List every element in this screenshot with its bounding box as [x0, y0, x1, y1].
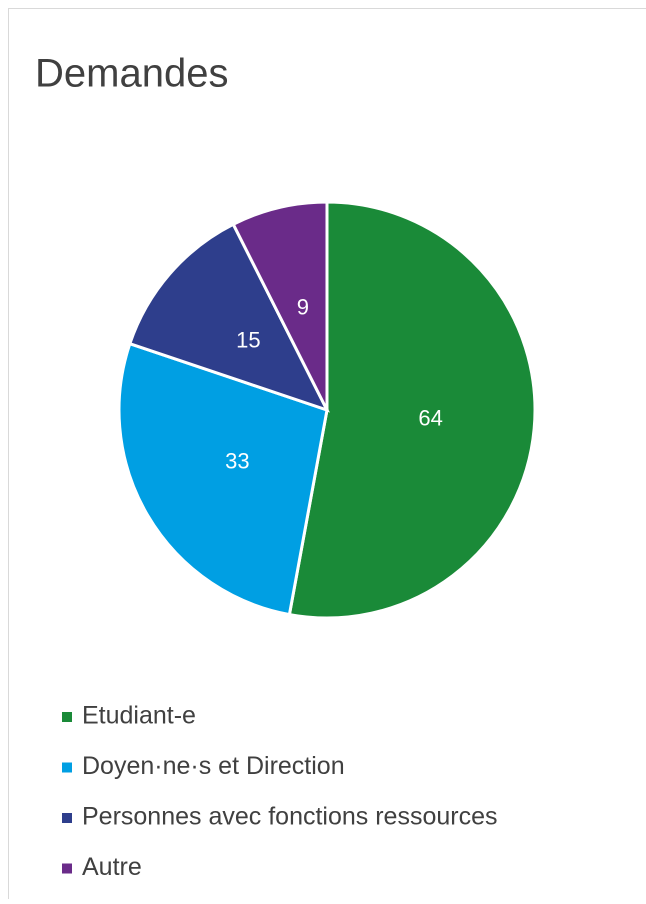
legend-label: Doyen·ne·s et Direction	[82, 752, 345, 780]
legend-swatch	[62, 813, 72, 823]
legend-label: Autre	[82, 853, 142, 881]
legend-label: Personnes avec fonctions ressources	[82, 803, 498, 831]
data-label: 64	[418, 405, 442, 430]
chart-title: Demandes	[35, 52, 228, 96]
legend-swatch	[62, 864, 72, 874]
legend-swatch	[62, 763, 72, 773]
data-label: 15	[236, 328, 260, 353]
legend-swatch	[62, 712, 72, 722]
data-label: 9	[297, 295, 309, 320]
data-label: 33	[225, 449, 249, 474]
legend-label: Etudiant-e	[82, 702, 196, 730]
